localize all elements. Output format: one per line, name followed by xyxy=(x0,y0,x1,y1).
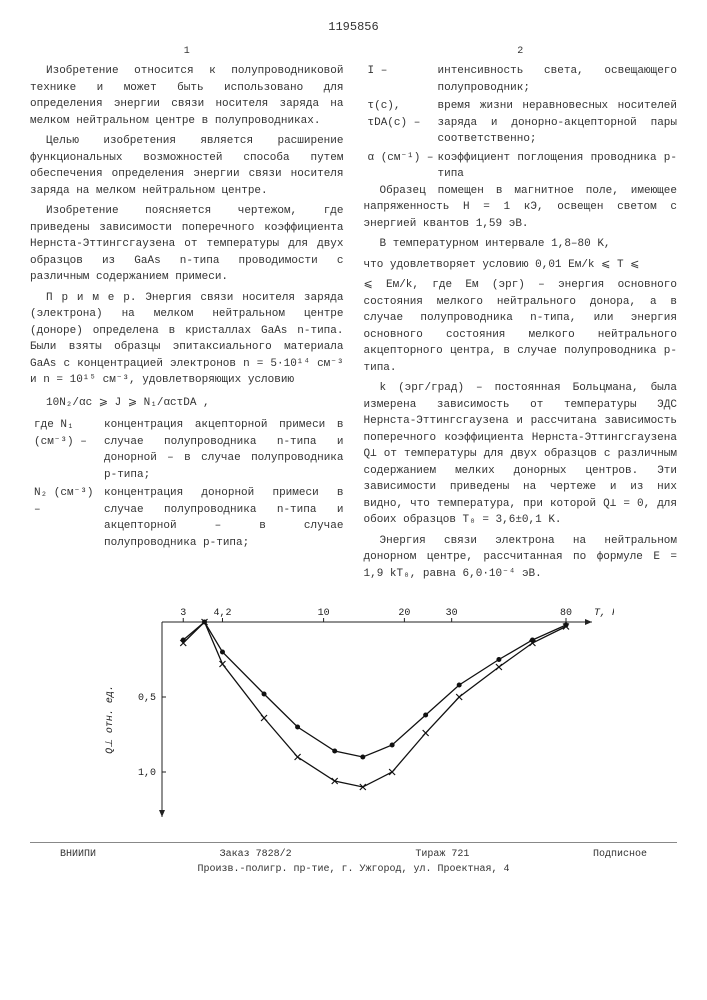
col2-p6c: ⩽ Eм/k, где Eм (эрг) – энергия основного… xyxy=(364,277,678,376)
svg-text:80: 80 xyxy=(559,608,571,619)
doc-number: 1195856 xyxy=(30,18,677,36)
footer-org: ВНИИПИ xyxy=(60,847,96,862)
svg-text:Q⊥ отн. ед.: Q⊥ отн. ед. xyxy=(105,685,116,754)
svg-text:0,5: 0,5 xyxy=(137,693,155,704)
footer-order: Заказ 7828/2 xyxy=(220,847,292,862)
col1-definitions: где N₁ (см⁻³) – концентрация акцепторной… xyxy=(30,417,344,551)
footer-sign: Подписное xyxy=(593,847,647,862)
col1-p1: Изобретение относится к полупроводниково… xyxy=(30,63,344,129)
col1-p3: Изобретение поясняется чертежом, где при… xyxy=(30,203,344,286)
col2-p8: Энергия связи электрона на нейтральном д… xyxy=(364,533,678,583)
formula-1: 10N₂/αc ⩾ J ⩾ N₁/αcτDA , xyxy=(46,395,344,412)
def1-txt: концентрация акцепторной примеси в случа… xyxy=(104,417,344,483)
svg-text:3: 3 xyxy=(180,608,186,619)
col1-p2: Целью изобретения является расширение фу… xyxy=(30,133,344,199)
svg-text:T, K: T, K xyxy=(594,608,614,619)
chart-svg: 3 4,2 10 20 30 80 T, K 0,5 1,0 Q⊥ отн. ед. xyxy=(94,602,614,832)
def5-txt: коэффициент поглощения проводника p-типа xyxy=(438,150,678,183)
def2-txt: концентрация донорной примеси в случае п… xyxy=(104,485,344,551)
def4-txt: время жизни неравновесных носителей заря… xyxy=(438,98,678,148)
col2-number: 2 xyxy=(364,44,678,59)
footer-tirazh: Тираж 721 xyxy=(415,847,469,862)
def4-sym: τ(c), τDA(c) – xyxy=(364,98,438,148)
column-1: 1 Изобретение относится к полупроводнико… xyxy=(30,44,344,586)
svg-text:10: 10 xyxy=(317,608,329,619)
svg-text:20: 20 xyxy=(398,608,410,619)
col1-number: 1 xyxy=(30,44,344,59)
def3-txt: интенсивность света, освещающего полупро… xyxy=(438,63,678,96)
svg-text:4,2: 4,2 xyxy=(213,608,231,619)
col2-p6a: В температурном интервале 1,8–80 K, xyxy=(364,236,678,253)
column-2: 2 I – интенсивность света, освещающего п… xyxy=(364,44,678,586)
col2-p7: k (эрг/град) – постоянная Больцмана, был… xyxy=(364,380,678,529)
col2-p6b: что удовлетворяет условию 0,01 Eм/k ⩽ T … xyxy=(364,257,678,274)
def2-sym: N₂ (см⁻³) – xyxy=(30,485,104,551)
def5-sym: α (см⁻¹) – xyxy=(364,150,438,183)
svg-text:1,0: 1,0 xyxy=(137,768,155,779)
footer-addr: Произв.-полигр. пр-тие, г. Ужгород, ул. … xyxy=(30,862,677,877)
def-where: где N₁ (см⁻³) – xyxy=(30,417,104,483)
svg-text:30: 30 xyxy=(445,608,457,619)
col2-p5: Образец помещен в магнитное поле, имеюще… xyxy=(364,183,678,233)
col1-p4: П р и м е р. Энергия связи носителя заря… xyxy=(30,290,344,389)
def3-sym: I – xyxy=(364,63,438,96)
chart-figure: 3 4,2 10 20 30 80 T, K 0,5 1,0 Q⊥ отн. ед. xyxy=(94,602,614,832)
footer: ВНИИПИ Заказ 7828/2 Тираж 721 Подписное … xyxy=(30,842,677,877)
text-columns: 1 Изобретение относится к полупроводнико… xyxy=(30,44,677,586)
col2-definitions: I – интенсивность света, освещающего пол… xyxy=(364,63,678,183)
